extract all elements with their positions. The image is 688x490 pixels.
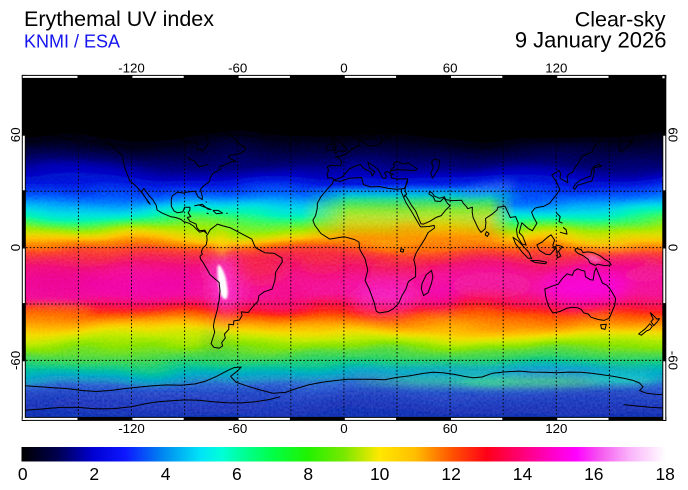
svg-text:60: 60	[443, 61, 458, 76]
svg-text:4: 4	[161, 464, 171, 484]
svg-text:60: 60	[666, 127, 681, 142]
svg-text:120: 120	[545, 61, 567, 76]
svg-text:0: 0	[18, 464, 28, 484]
svg-text:60: 60	[443, 421, 458, 436]
svg-text:-60: -60	[228, 61, 247, 76]
svg-text:0: 0	[340, 421, 347, 436]
svg-text:18: 18	[655, 464, 674, 484]
svg-text:10: 10	[370, 464, 390, 484]
svg-text:0: 0	[8, 244, 23, 251]
svg-text:12: 12	[441, 464, 460, 484]
svg-text:-60: -60	[8, 351, 23, 370]
svg-text:60: 60	[8, 127, 23, 142]
svg-text:0: 0	[666, 244, 681, 251]
svg-text:14: 14	[513, 464, 533, 484]
svg-text:2: 2	[89, 464, 99, 484]
svg-text:8: 8	[303, 464, 313, 484]
svg-text:6: 6	[232, 464, 242, 484]
svg-text:120: 120	[545, 421, 567, 436]
svg-text:0: 0	[340, 61, 347, 76]
svg-text:-60: -60	[666, 351, 681, 370]
svg-text:-120: -120	[118, 421, 145, 436]
svg-text:-120: -120	[118, 61, 145, 76]
svg-text:Erythemal UV index: Erythemal UV index	[24, 7, 214, 31]
svg-text:KNMI / ESA: KNMI / ESA	[24, 32, 120, 52]
svg-text:9 January 2026: 9 January 2026	[515, 28, 667, 53]
svg-text:Clear-sky: Clear-sky	[575, 8, 666, 32]
svg-text:16: 16	[584, 464, 603, 484]
svg-text:-60: -60	[228, 421, 247, 436]
